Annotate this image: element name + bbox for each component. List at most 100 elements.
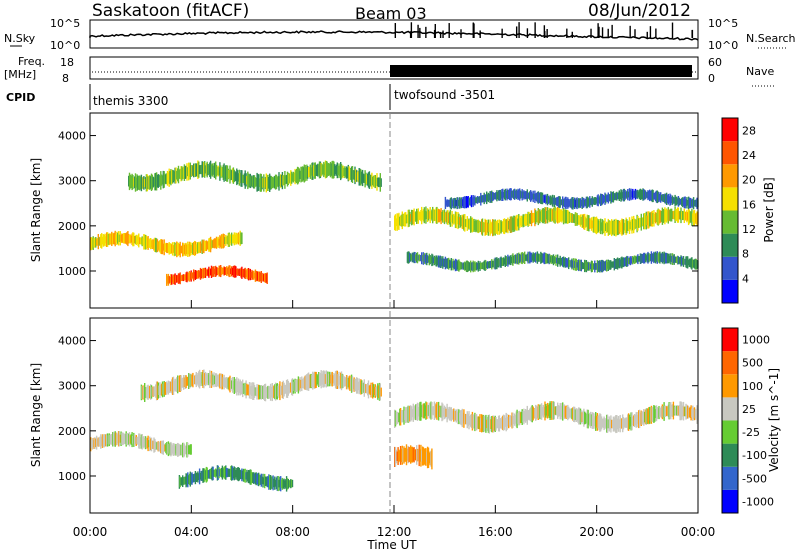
- heatmap-cell: [445, 211, 447, 223]
- heatmap-cell: [667, 207, 669, 224]
- heatmap-cell: [189, 444, 191, 455]
- heatmap-cell: [101, 434, 104, 448]
- heatmap-cell: [280, 174, 282, 188]
- heatmap-cell: [586, 409, 588, 429]
- heatmap-cell: [244, 468, 246, 483]
- heatmap-cell: [547, 195, 550, 204]
- heatmap-cell: [428, 402, 430, 419]
- heatmap-cell: [651, 253, 653, 262]
- heatmap-cell: [454, 260, 456, 270]
- heatmap-cell: [689, 407, 691, 418]
- heatmap-cell: [443, 405, 446, 420]
- heatmap-cell: [415, 254, 417, 261]
- heatmap-cell: [603, 195, 605, 203]
- heatmap-cell: [405, 214, 408, 224]
- heatmap-cell: [622, 257, 624, 267]
- heatmap-cell: [249, 268, 251, 281]
- heatmap-cell: [680, 255, 682, 267]
- heatmap-cell: [473, 415, 475, 429]
- heatmap-cell: [247, 268, 249, 280]
- heatmap-cell: [412, 447, 414, 462]
- heatmap-cell: [677, 207, 680, 223]
- heatmap-cell: [535, 404, 537, 421]
- heatmap-cell: [507, 217, 509, 234]
- heatmap-cell: [251, 472, 253, 484]
- heatmap-cell: [134, 173, 137, 192]
- heatmap-cell: [155, 384, 157, 398]
- heatmap-cell: [570, 198, 572, 209]
- heatmap-cell: [510, 416, 512, 426]
- heatmap-cell: [236, 170, 239, 185]
- heatmap-cell: [505, 219, 507, 233]
- nsearch-tick-top: 10^5: [708, 17, 738, 30]
- heatmap-cell: [476, 416, 479, 429]
- heatmap-cell: [176, 241, 178, 258]
- heatmap-cell: [610, 415, 612, 433]
- heatmap-cell: [222, 468, 224, 477]
- heatmap-cell: [455, 259, 457, 271]
- heatmap-cell: [459, 410, 462, 425]
- heatmap-cell: [125, 431, 127, 447]
- heatmap-cell: [439, 406, 441, 417]
- heatmap-cell: [464, 413, 467, 425]
- heatmap-cell: [693, 210, 696, 226]
- heatmap-cell: [573, 260, 576, 269]
- heatmap-cell: [683, 196, 685, 209]
- heatmap-cell: [307, 166, 309, 179]
- heatmap-cell: [351, 376, 354, 392]
- heatmap-cell: [337, 165, 339, 176]
- heatmap-cell: [682, 401, 685, 421]
- heatmap-cell: [90, 439, 93, 449]
- heatmap-cell: [352, 379, 354, 390]
- heatmap-cell: [541, 192, 544, 205]
- heatmap-cell: [483, 222, 485, 233]
- heatmap-cell: [496, 190, 498, 202]
- heatmap-cell: [463, 262, 465, 270]
- heatmap-cell: [258, 271, 260, 282]
- heatmap-cell: [334, 165, 337, 175]
- heatmap-cell: [263, 477, 265, 485]
- heatmap-cell: [586, 214, 588, 231]
- heatmap-cell: [325, 370, 327, 388]
- heatmap-cell: [321, 373, 323, 385]
- heatmap-cell: [448, 211, 451, 225]
- heatmap-cell: [550, 402, 552, 419]
- heatmap-cell: [457, 408, 459, 425]
- heatmap-cell: [104, 434, 106, 447]
- heatmap-cell: [143, 436, 145, 449]
- heatmap-cell: [425, 253, 427, 265]
- heatmap-cell: [470, 262, 473, 271]
- heatmap-cell: [145, 437, 148, 449]
- heatmap-cell: [570, 408, 572, 419]
- heatmap-cell: [500, 418, 502, 428]
- heatmap-cell: [310, 373, 312, 389]
- heatmap-cell: [166, 383, 169, 393]
- heatmap-cell: [538, 192, 540, 203]
- heatmap-cell: [497, 192, 499, 200]
- heatmap-cell: [140, 237, 143, 245]
- x-tick-label: 00:00: [73, 525, 108, 539]
- heatmap-cell: [375, 386, 377, 396]
- colorbar-tick-label: -1000: [742, 495, 774, 508]
- heatmap-cell: [691, 257, 693, 270]
- heatmap-cell: [448, 199, 451, 207]
- heatmap-cell: [687, 406, 690, 419]
- heatmap-cell: [190, 165, 192, 177]
- heatmap-cell: [308, 374, 311, 389]
- heatmap-cell: [115, 234, 117, 243]
- heatmap-cell: [679, 198, 681, 205]
- heatmap-cell: [692, 197, 695, 210]
- heatmap-cell: [437, 257, 439, 266]
- heatmap-cell: [193, 269, 195, 282]
- heatmap-cell: [520, 191, 523, 198]
- heatmap-cell: [345, 167, 347, 177]
- heatmap-cell: [477, 219, 479, 234]
- heatmap-cell: [244, 382, 246, 396]
- heatmap-cell: [141, 434, 143, 450]
- heatmap-cell: [337, 374, 339, 387]
- colorbar-tick-label: -100: [742, 449, 767, 462]
- heatmap-cell: [133, 236, 136, 244]
- heatmap-cell: [598, 197, 600, 203]
- heatmap-cell: [310, 167, 312, 176]
